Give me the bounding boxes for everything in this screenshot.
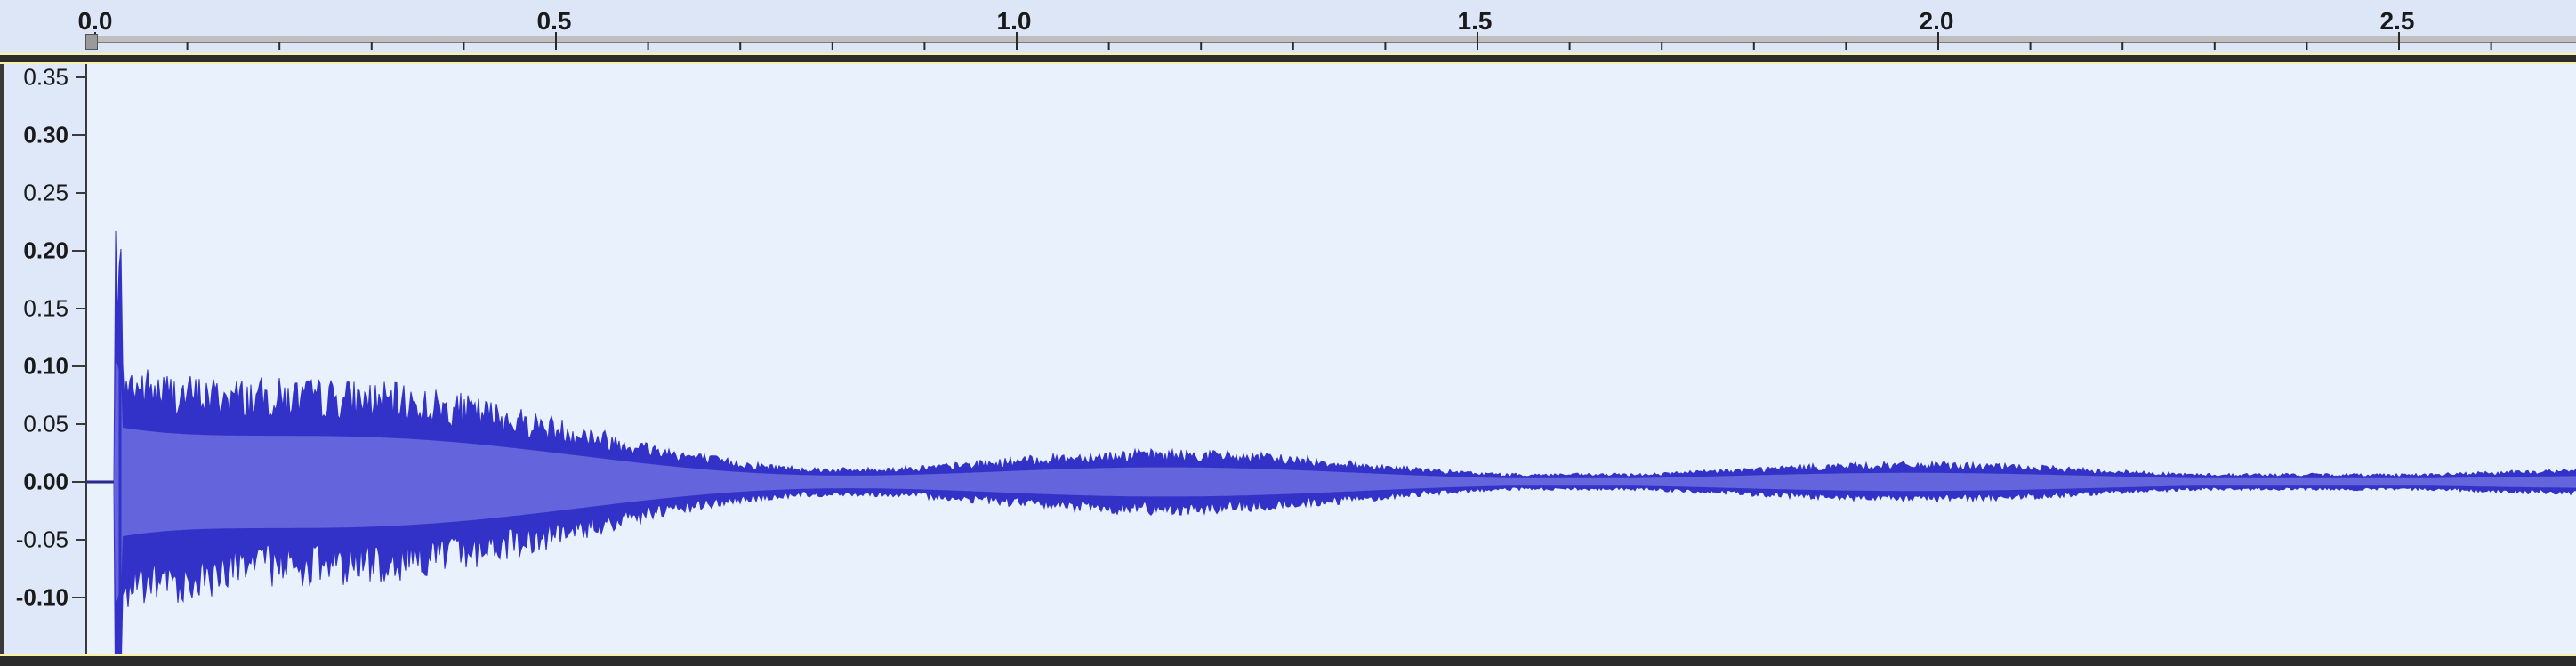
timeline-label-1-0: 1.0: [996, 7, 1032, 35]
amplitude-label: 0.00: [23, 468, 68, 495]
waveform-rms: [87, 363, 2576, 601]
amplitude-tick: [76, 76, 85, 78]
waveform-peak: [87, 230, 2576, 654]
timeline-label-0-5: 0.5: [536, 7, 572, 35]
amplitude-tick: [72, 134, 85, 136]
amplitude-label: -0.05: [15, 526, 68, 553]
amplitude-tick: [76, 423, 85, 425]
amplitude-label: 0.25: [23, 179, 68, 206]
amplitude-tick: [72, 597, 85, 598]
amplitude-ruler[interactable]: 0.35 0.30 0.25 0.20 0.15 0.10 0.05 0.00 -0.05 -0.…: [0, 64, 87, 654]
timeline-label-2-5: 2.5: [2379, 7, 2415, 35]
waveform[interactable]: [87, 64, 2576, 654]
amplitude-label: 0.35: [23, 63, 68, 91]
amplitude-tick: [72, 250, 85, 252]
timeline-label-0: 0.0: [77, 7, 113, 35]
amplitude-label: 0.15: [23, 294, 68, 322]
amplitude-tick: [76, 539, 85, 541]
timeline-label-2-0: 2.0: [1919, 7, 1954, 35]
track-bottom-border: [0, 654, 2576, 666]
amplitude-tick: [72, 365, 85, 367]
timeline-ruler[interactable]: 0.0 0.5 1.0 1.5 2.0 2.5: [0, 0, 2576, 53]
track-top-border: [0, 53, 2576, 64]
amplitude-tick: [76, 192, 85, 194]
playhead-marker[interactable]: [85, 34, 98, 50]
amplitude-label: 0.20: [23, 237, 68, 264]
timeline-bar[interactable]: [89, 36, 2576, 43]
amplitude-label: 0.10: [23, 352, 68, 380]
timeline-label-1-5: 1.5: [1457, 7, 1493, 35]
track-left-edge: [0, 64, 4, 654]
timeline-ticks: [94, 32, 2492, 50]
amplitude-label: 0.30: [23, 121, 68, 148]
amplitude-tick: [76, 308, 85, 309]
amplitude-label: -0.10: [15, 583, 68, 611]
amplitude-tick: [72, 481, 85, 483]
amplitude-label: 0.05: [23, 410, 68, 437]
